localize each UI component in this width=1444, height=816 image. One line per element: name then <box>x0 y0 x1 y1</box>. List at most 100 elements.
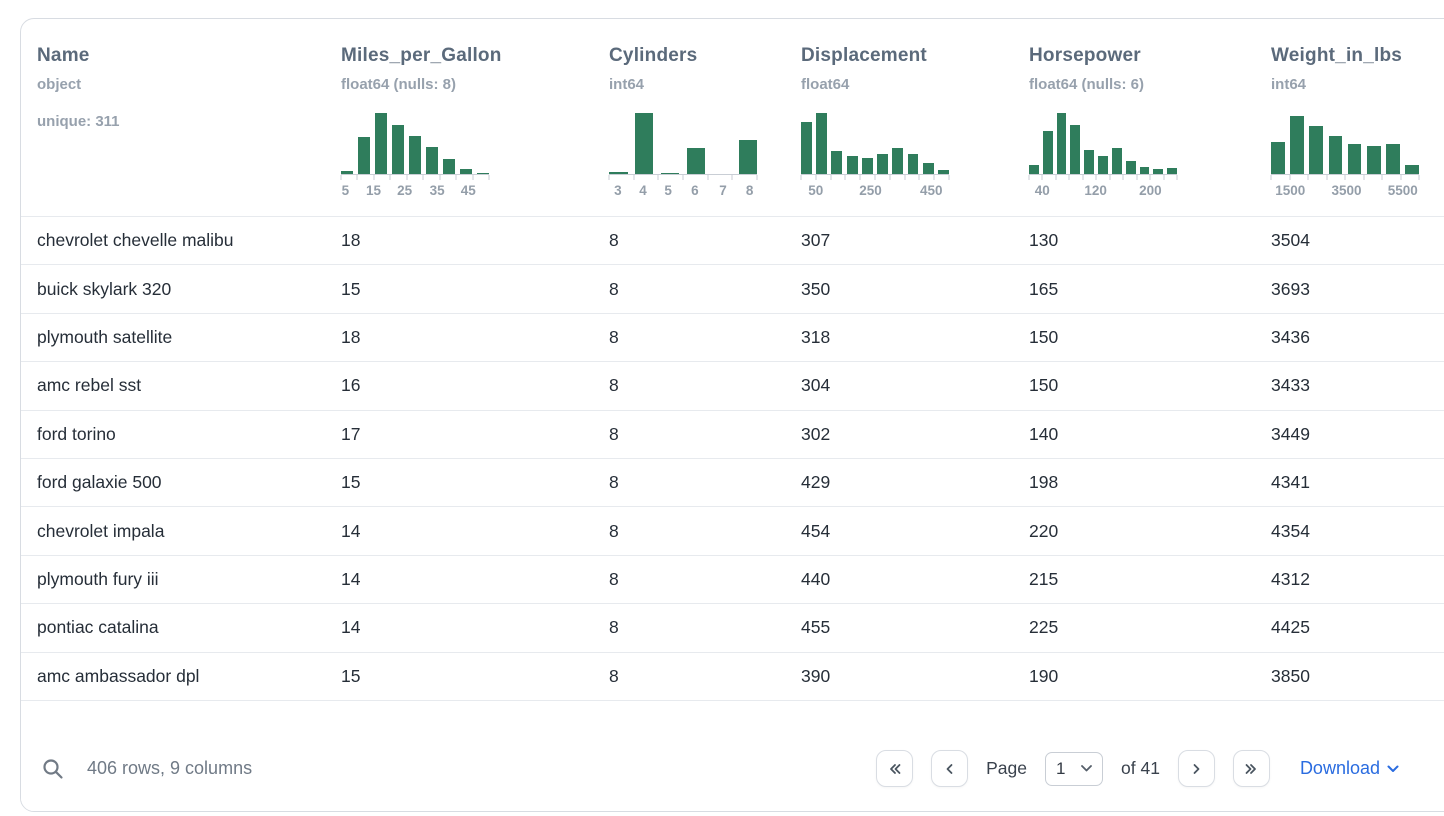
axis-tick <box>356 175 358 180</box>
table-cell: 307 <box>785 216 1013 266</box>
table-cell: 130 <box>1013 216 1255 266</box>
axis-tick-label: 7 <box>719 183 727 198</box>
chevron-right-icon <box>1190 763 1202 775</box>
histogram-bars <box>1029 113 1177 175</box>
axis-tick <box>439 175 441 180</box>
table-cell: 14 <box>325 603 593 653</box>
axis-tick <box>1041 175 1043 180</box>
hist-bar <box>1042 131 1053 174</box>
page-total-label: of 41 <box>1121 758 1160 778</box>
axis-tick <box>1270 175 1272 180</box>
axis-tick <box>1055 175 1057 180</box>
histogram-displacement[interactable]: 50 250 450 <box>800 113 950 202</box>
hist-bar <box>1153 169 1164 174</box>
table-row: ford galaxie 500 15 8 429 198 4341 <box>21 458 1444 508</box>
last-page-button[interactable] <box>1232 750 1270 787</box>
hist-bar <box>1309 126 1324 174</box>
search-icon[interactable] <box>41 757 65 781</box>
axis-tick <box>889 175 891 180</box>
hist-bar <box>442 158 455 174</box>
axis-tick-label: 35 <box>429 183 445 198</box>
axis-tick-label: 40 <box>1034 183 1050 198</box>
table-cell: 8 <box>593 410 785 459</box>
table-cell: 8 <box>593 264 785 314</box>
table-cell: 198 <box>1013 458 1255 508</box>
table-cell: 3433 <box>1255 361 1444 411</box>
table-cell: 455 <box>785 603 1013 653</box>
axis-tick <box>340 175 342 180</box>
column-header-horsepower[interactable]: Horsepower float64 (nulls: 6) 40 120 200 <box>1013 19 1255 217</box>
histogram-axis: 3 4 5 6 7 8 <box>608 175 758 202</box>
table-cell: 14 <box>325 555 593 605</box>
hist-bar <box>816 113 828 174</box>
table-cell: 220 <box>1013 506 1255 556</box>
hist-bar <box>861 158 873 174</box>
axis-tick <box>800 175 802 180</box>
axis-tick <box>1028 175 1030 180</box>
table-cell: plymouth fury iii <box>21 555 325 605</box>
axis-tick <box>1082 175 1084 180</box>
axis-tick-label: 8 <box>745 183 754 198</box>
hist-bar <box>425 146 439 174</box>
table-cell: 440 <box>785 555 1013 605</box>
column-header-name[interactable]: Name object unique: 311 <box>21 19 325 217</box>
axis-tick <box>1109 175 1111 180</box>
prev-page-button[interactable] <box>931 750 969 787</box>
table-cell: 18 <box>325 313 593 363</box>
column-dtype: float64 (nulls: 6) <box>1029 76 1145 93</box>
histogram-axis: 50 250 450 <box>800 175 950 202</box>
axis-tick <box>608 175 610 180</box>
download-button[interactable]: Download <box>1300 758 1399 779</box>
hist-bar <box>1167 167 1177 174</box>
hist-bar <box>738 140 758 174</box>
table-cell: 8 <box>593 458 785 508</box>
hist-bar <box>341 170 354 174</box>
hist-bar <box>1084 149 1095 174</box>
hist-bar <box>634 113 654 174</box>
histogram-miles_per_gallon[interactable]: 5 15 25 35 45 <box>340 113 490 202</box>
next-page-button[interactable] <box>1177 750 1215 787</box>
hist-bar <box>476 172 489 174</box>
hist-bar <box>1139 166 1150 174</box>
column-header-weight_in_lbs[interactable]: Weight_in_lbs int64 1500 3500 5500 <box>1255 19 1444 217</box>
axis-tick-label: 4 <box>639 183 647 198</box>
histogram-horsepower[interactable]: 40 120 200 <box>1028 113 1178 202</box>
histogram-weight_in_lbs[interactable]: 1500 3500 5500 <box>1270 113 1420 202</box>
column-name: Name <box>37 45 90 66</box>
axis-tick-label: 200 <box>1139 183 1162 198</box>
column-header-displacement[interactable]: Displacement float64 50 250 450 <box>785 19 1013 217</box>
column-name: Horsepower <box>1029 45 1141 66</box>
table-cell: 4312 <box>1255 555 1444 605</box>
column-dtype: float64 <box>801 76 850 93</box>
axis-tick <box>682 175 684 180</box>
histogram-axis: 1500 3500 5500 <box>1270 175 1420 202</box>
axis-tick <box>1122 175 1124 180</box>
hist-bar <box>846 155 858 174</box>
table-cell: 302 <box>785 410 1013 459</box>
page-select[interactable]: 1 <box>1045 751 1103 786</box>
hist-bar <box>1111 148 1122 174</box>
download-label: Download <box>1299 758 1380 778</box>
first-page-button[interactable] <box>876 750 914 787</box>
table-row: plymouth satellite 18 8 318 150 3436 <box>21 313 1444 363</box>
table-body: chevrolet chevelle malibu 18 8 307 130 3504 bu… <box>21 216 1444 701</box>
chevron-down-icon <box>1081 765 1092 772</box>
axis-tick <box>1344 175 1346 180</box>
column-dtype: float64 (nulls: 8) <box>341 76 457 93</box>
hist-bar <box>922 163 934 174</box>
column-header-miles_per_gallon[interactable]: Miles_per_Gallon float64 (nulls: 8) 5 15 25 3… <box>325 19 593 217</box>
table-cell: 215 <box>1013 555 1255 605</box>
chevron-left-icon <box>944 763 956 775</box>
axis-tick-label: 250 <box>859 183 882 198</box>
histogram-bars <box>609 113 758 175</box>
column-header-cylinders[interactable]: Cylinders int64 3 4 5 6 7 8 <box>593 19 785 217</box>
axis-tick <box>373 175 375 180</box>
column-name: Miles_per_Gallon <box>341 45 502 66</box>
histogram-cylinders[interactable]: 3 4 5 6 7 8 <box>608 113 758 202</box>
table-cell: 3449 <box>1255 410 1444 459</box>
axis-tick <box>1163 175 1165 180</box>
axis-tick <box>1363 175 1364 180</box>
axis-tick-label: 5500 <box>1387 183 1418 198</box>
